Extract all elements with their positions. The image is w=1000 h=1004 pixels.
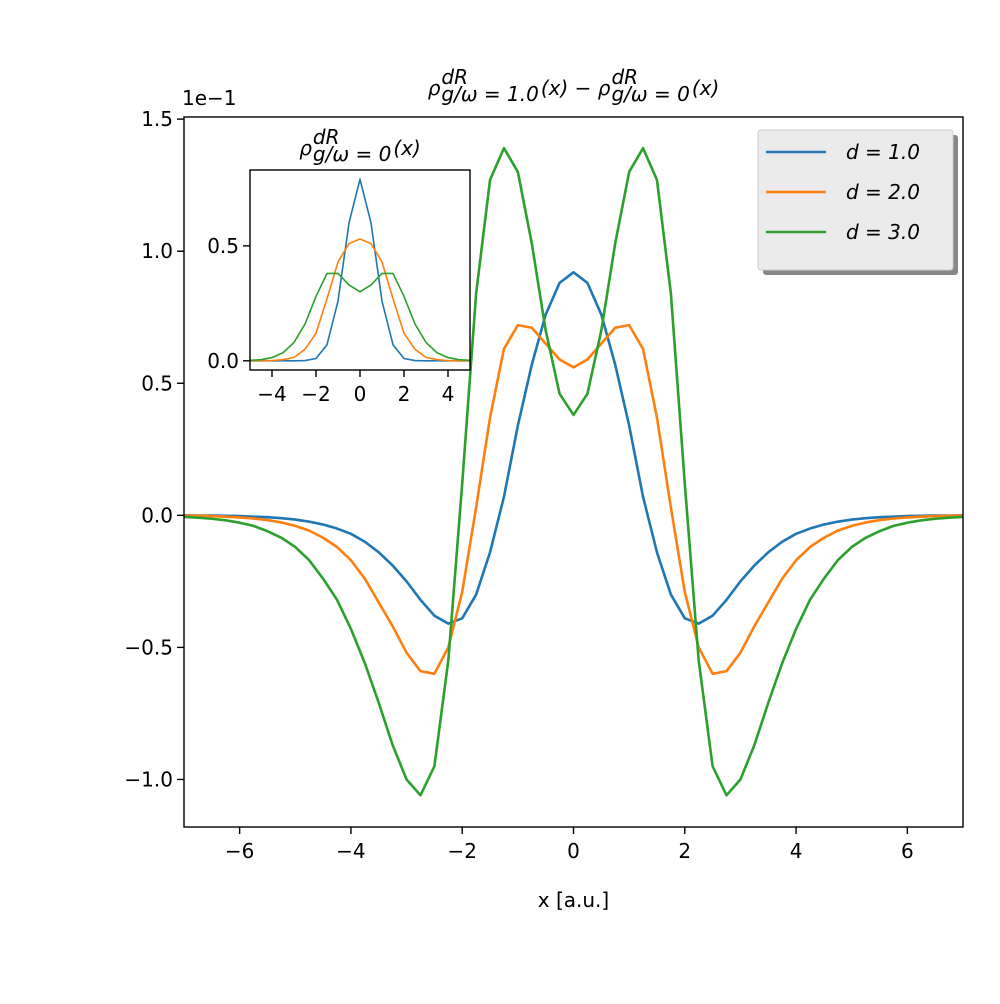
offset-text: 1e−1 <box>182 86 237 110</box>
x-tick-label: 2 <box>398 382 411 406</box>
x-tick-label: −2 <box>447 839 476 863</box>
title-sup: dR <box>313 125 340 149</box>
x-tick-label: 2 <box>678 839 691 863</box>
legend-label: d = 1.0 <box>846 140 920 164</box>
title: ρ dRg/ω = 1.0 (x) − ρ dRg/ω = 0 (x) <box>428 65 720 106</box>
title-sub: g/ω = 1.0 <box>441 82 538 106</box>
title-part: (x) − ρ <box>541 76 611 100</box>
x-tick-label: −4 <box>336 839 365 863</box>
y-tick-label: 0.5 <box>207 234 239 258</box>
legend-label: d = 3.0 <box>846 220 920 244</box>
title-part: ρ <box>428 76 441 100</box>
y-tick-label: 1.0 <box>141 239 173 263</box>
x-tick-label: 0 <box>567 839 580 863</box>
title-part: (x) <box>692 76 719 100</box>
plot-area <box>250 170 470 370</box>
y-tick-label: 1.5 <box>141 107 173 131</box>
title-part: (x) <box>393 136 420 160</box>
x-tick-label: −4 <box>257 382 286 406</box>
data-line <box>184 146 963 797</box>
y-tick-label: −1.0 <box>124 767 173 791</box>
data-line <box>250 238 470 362</box>
data-line <box>184 323 963 676</box>
x-tick-label: 4 <box>442 382 455 406</box>
data-line <box>184 271 963 625</box>
y-tick-label: 0.5 <box>141 371 173 395</box>
title-sup: dR <box>611 65 638 89</box>
x-tick-label: −2 <box>301 382 330 406</box>
y-tick-label: 0.0 <box>207 349 239 373</box>
y-tick-label: 0.0 <box>141 503 173 527</box>
legend-label: d = 2.0 <box>846 180 920 204</box>
data-line <box>250 272 470 362</box>
title-sub: g/ω = 0 <box>611 82 689 106</box>
x-tick-label: 4 <box>790 839 803 863</box>
data-line <box>250 178 470 362</box>
x-tick-label: 6 <box>901 839 914 863</box>
legend-box <box>757 129 954 271</box>
x-axis-label: x [a.u.] <box>538 888 609 912</box>
title-sub: g/ω = 0 <box>313 142 391 166</box>
title: ρ dRg/ω = 0 (x) <box>299 125 421 166</box>
x-tick-label: −6 <box>225 839 254 863</box>
x-tick-label: 0 <box>354 382 367 406</box>
title-sup: dR <box>441 65 468 89</box>
title-part: ρ <box>299 136 312 160</box>
y-tick-label: −0.5 <box>124 635 173 659</box>
